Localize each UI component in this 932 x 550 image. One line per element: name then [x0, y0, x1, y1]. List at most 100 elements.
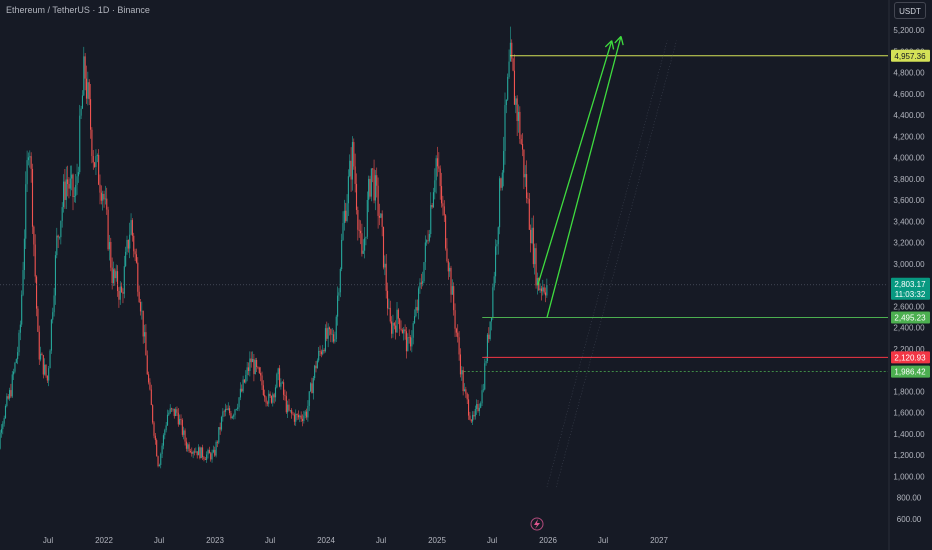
x-tick-label: Jul	[598, 536, 608, 545]
projection-arrow	[546, 36, 622, 318]
candle-body	[56, 235, 58, 256]
candle-body	[95, 156, 97, 167]
candle-body	[523, 149, 525, 178]
candle-body	[199, 447, 201, 459]
candle-body	[428, 234, 430, 241]
candle-body	[478, 407, 480, 412]
currency-button[interactable]: USDT	[894, 2, 926, 19]
candle-body	[250, 358, 252, 363]
candle-body	[474, 408, 476, 417]
x-tick-label: 2023	[206, 536, 224, 545]
y-tick-label: 600.00	[897, 515, 922, 524]
candle-body	[355, 183, 358, 210]
candle-body	[544, 292, 547, 296]
candle-body	[149, 382, 151, 390]
candle-body	[168, 412, 170, 415]
candle-body	[377, 185, 379, 216]
candle-body	[511, 42, 513, 59]
candle-body	[540, 288, 542, 292]
candle-body	[0, 432, 1, 449]
candle-body	[164, 430, 166, 436]
candle-body	[102, 193, 104, 201]
candle-body	[439, 168, 441, 187]
candle-body	[458, 337, 460, 355]
candle-body	[337, 295, 339, 317]
candle-body	[376, 175, 378, 186]
candle-body	[370, 168, 372, 197]
candle-body	[307, 405, 309, 418]
candle-body	[310, 383, 312, 392]
candle-body	[218, 427, 220, 443]
candle-body	[206, 454, 208, 460]
candle-body	[445, 215, 447, 249]
candle-body	[279, 368, 281, 387]
candle-body	[26, 160, 28, 185]
candle-body	[100, 192, 102, 201]
candle-body	[457, 332, 459, 338]
y-tick-label: 4,400.00	[893, 111, 925, 120]
stop-price-label: 2,120.93	[894, 353, 926, 362]
candle-body	[291, 410, 293, 414]
candle-body	[270, 396, 272, 403]
candle-body	[427, 240, 429, 241]
candle-body	[208, 450, 210, 454]
candle-body	[281, 382, 283, 383]
candle-body	[222, 411, 224, 417]
last-price-label: 2,803.17	[894, 280, 926, 289]
candle-body	[520, 139, 522, 145]
candle-body	[515, 98, 517, 105]
candle-body	[526, 174, 528, 199]
candle-body	[41, 353, 43, 356]
candle-body	[430, 205, 432, 235]
candle-body	[187, 444, 189, 449]
x-tick-label: 2025	[428, 536, 446, 545]
projection-guide	[546, 40, 668, 488]
candle-body	[399, 318, 401, 329]
candle-body	[130, 220, 132, 235]
candle-body	[535, 248, 537, 286]
candle-body	[58, 237, 61, 238]
candle-body	[288, 404, 290, 411]
candle-body	[13, 371, 15, 375]
candle-body	[345, 210, 347, 221]
candle-body	[293, 414, 295, 422]
candle-body	[90, 99, 92, 130]
candle-body	[49, 350, 51, 369]
candle-body	[234, 409, 236, 416]
candle-body	[331, 334, 333, 335]
candle-body	[442, 203, 444, 207]
candle-body	[407, 337, 409, 352]
candle-body	[381, 213, 383, 227]
candle-body	[324, 328, 326, 352]
candle-body	[354, 166, 356, 184]
candle-body	[283, 382, 285, 395]
candle-body	[372, 168, 374, 170]
candle-body	[103, 193, 105, 200]
candle-body	[422, 281, 424, 284]
candle-body	[527, 198, 529, 199]
candle-body	[17, 352, 19, 360]
candle-body	[110, 242, 112, 268]
low-price-label: 1,986.42	[894, 368, 926, 377]
candle-body	[65, 179, 67, 200]
candle-body	[63, 181, 65, 208]
candle-body	[85, 78, 88, 99]
candle-body	[418, 288, 420, 311]
candle-body	[528, 198, 530, 230]
candle-body	[374, 175, 376, 201]
y-tick-label: 3,800.00	[893, 175, 925, 184]
candle-body	[256, 360, 258, 368]
candle-body	[435, 158, 437, 181]
candle-body	[349, 160, 351, 177]
candle-body	[247, 367, 250, 371]
candle-body	[420, 282, 422, 284]
candle-body	[152, 405, 154, 423]
candle-body	[181, 419, 183, 435]
candle-body	[214, 449, 216, 456]
candle-body	[122, 292, 124, 294]
candle-body	[347, 176, 349, 204]
candle-body	[249, 358, 251, 371]
candle-body	[57, 235, 59, 238]
